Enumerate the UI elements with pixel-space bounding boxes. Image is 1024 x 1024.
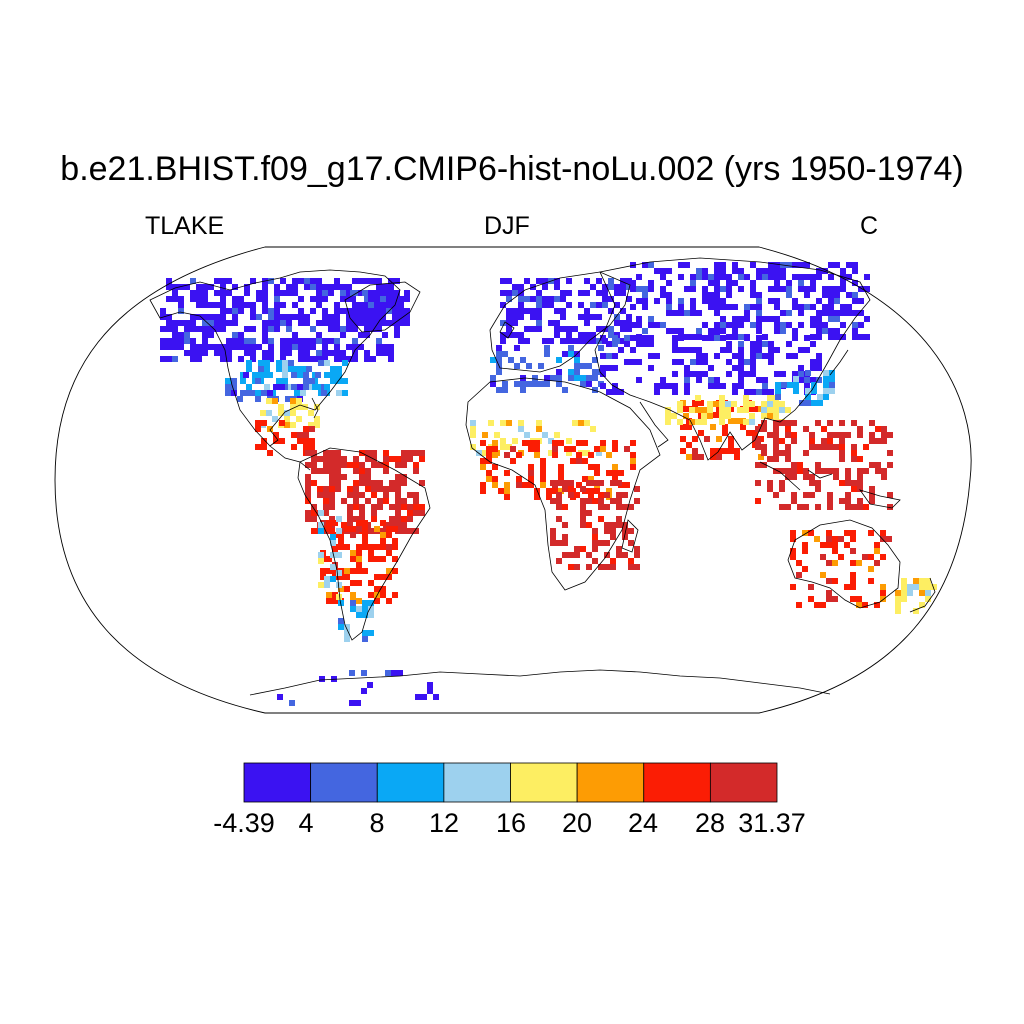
colorbar-tick-label: 31.37 (738, 808, 806, 838)
region-gulf-coast (260, 398, 320, 428)
region-siberia (630, 262, 870, 340)
region-south-america-amazon (305, 450, 425, 534)
colorbar-swatch (510, 762, 578, 803)
colorbar-swatch (643, 762, 711, 803)
region-central-asia (600, 335, 822, 395)
colorbar-tick-label: 24 (627, 808, 659, 838)
region-antarctica-coast (277, 670, 439, 706)
colorbar-tick-label: 28 (694, 808, 726, 838)
colorbar (243, 762, 778, 803)
colorbar-tick-label: 12 (428, 808, 460, 838)
lake-temperature-field (160, 262, 937, 706)
colorbar-swatch (576, 762, 645, 803)
region-china-east (775, 370, 835, 406)
variable-name-label: TLAKE (145, 212, 225, 240)
season-label: DJF (484, 212, 530, 240)
colorbar-tick-label: 16 (495, 808, 527, 838)
region-greenland (350, 290, 410, 326)
plot-title: b.e21.BHIST.f09_g17.CMIP6-hist-noLu.002 … (60, 150, 964, 188)
colorbar-swatch (709, 762, 778, 803)
region-southern-africa (550, 480, 640, 570)
units-label: C (860, 212, 879, 240)
map-projection-border (54, 246, 972, 714)
region-australia (790, 530, 892, 608)
colorbar-swatch (243, 762, 312, 803)
region-patagonia (338, 600, 374, 642)
colorbar-swatch (310, 762, 378, 803)
colorbar-tick-label: 20 (561, 808, 593, 838)
region-europe-south (490, 345, 604, 393)
region-usa-south (225, 372, 327, 402)
colorbar-swatch (443, 762, 511, 803)
colorbar-tick-label: 8 (369, 808, 385, 838)
colorbar-tick-label: 4 (298, 808, 314, 838)
colorbar-swatch (376, 762, 445, 803)
region-himalaya-front (665, 395, 791, 425)
region-southeast-asia (755, 420, 893, 510)
coastlines (149, 257, 936, 696)
region-new-zealand (895, 578, 937, 614)
region-andes (318, 510, 342, 600)
colorbar-tick-label: -4.39 (213, 808, 275, 838)
